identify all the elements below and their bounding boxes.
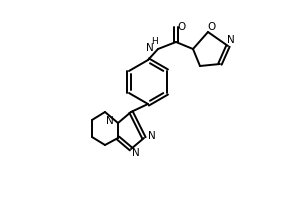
Text: N: N: [146, 43, 154, 53]
Text: N: N: [132, 148, 140, 158]
Text: N: N: [106, 116, 114, 126]
Text: O: O: [208, 22, 216, 32]
Text: N: N: [148, 131, 156, 141]
Text: H: H: [152, 38, 158, 46]
Text: N: N: [227, 35, 235, 45]
Text: O: O: [177, 22, 185, 32]
